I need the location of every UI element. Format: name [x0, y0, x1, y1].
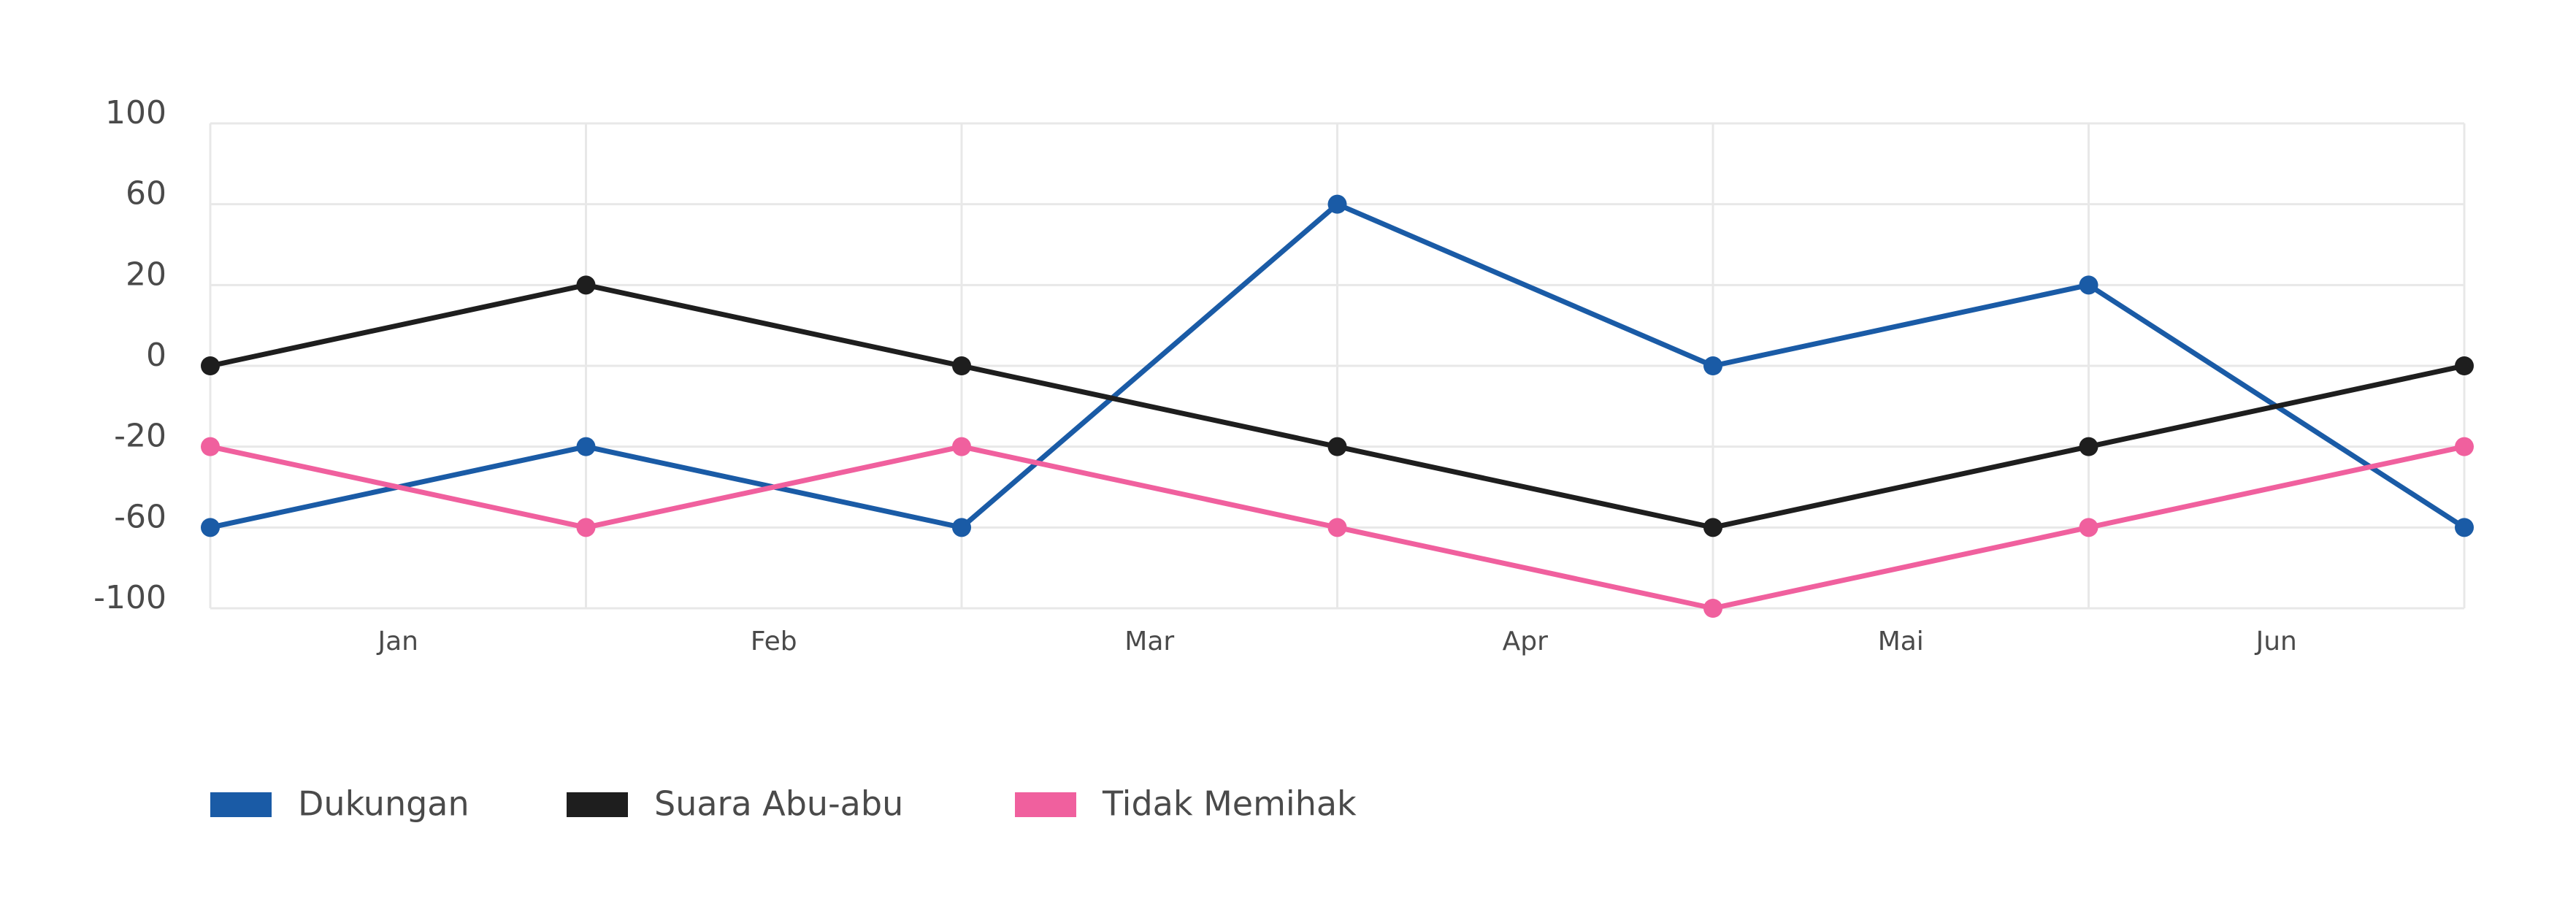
legend-swatch: [1015, 792, 1076, 817]
y-tick-label: -100: [93, 579, 166, 616]
data-point: [1327, 194, 1347, 214]
y-tick-label: 60: [126, 175, 166, 212]
data-point: [2455, 518, 2474, 537]
x-tick-label: Apr: [1503, 627, 1548, 656]
y-tick-label: -60: [114, 498, 166, 535]
data-point: [201, 437, 220, 456]
legend-label: Tidak Memihak: [1102, 784, 1357, 824]
data-point: [952, 356, 971, 375]
x-tick-label: Feb: [751, 627, 797, 656]
data-point: [1703, 518, 1722, 537]
data-point: [1327, 437, 1347, 456]
y-tick-label: -20: [114, 418, 166, 455]
data-point: [2079, 275, 2098, 295]
data-point: [952, 437, 971, 456]
data-point: [2455, 437, 2474, 456]
y-tick-label: 0: [146, 337, 166, 374]
x-tick-label: Mar: [1124, 627, 1174, 656]
data-point: [576, 437, 596, 456]
data-point: [1703, 356, 1722, 375]
x-tick-label: Jun: [2255, 627, 2297, 656]
y-tick-label: 20: [126, 256, 166, 293]
data-point: [576, 275, 596, 295]
legend-label: Dukungan: [298, 784, 469, 824]
data-point: [576, 518, 596, 537]
data-point: [2079, 437, 2098, 456]
data-point: [2455, 356, 2474, 375]
data-point: [2079, 518, 2098, 537]
legend-label: Suara Abu-abu: [654, 784, 903, 824]
x-tick-label: Jan: [377, 627, 419, 656]
y-tick-label: 100: [105, 94, 166, 131]
x-tick-label: Mai: [1878, 627, 1924, 656]
legend-swatch: [567, 792, 628, 817]
data-point: [1703, 599, 1722, 618]
data-point: [1327, 518, 1347, 537]
data-point: [952, 518, 971, 537]
legend-swatch: [210, 792, 272, 817]
data-point: [201, 518, 220, 537]
data-point: [201, 356, 220, 375]
